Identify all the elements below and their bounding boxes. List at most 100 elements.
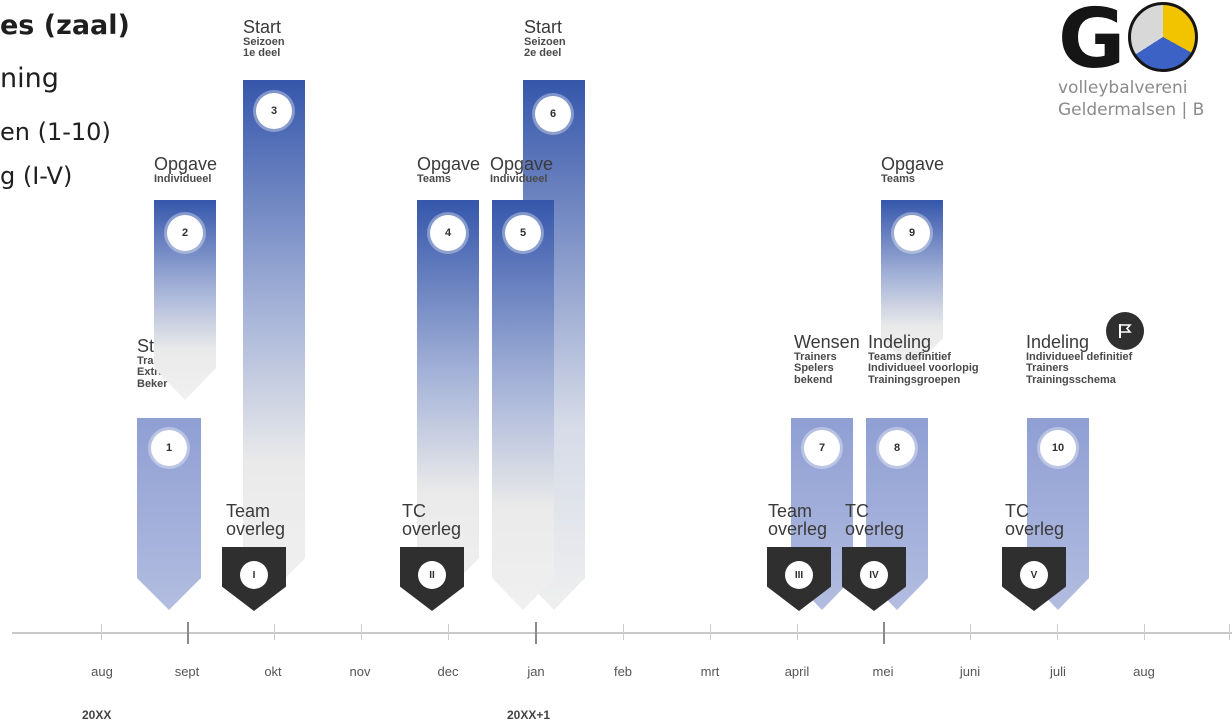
axis-tick [1144, 624, 1145, 640]
bar-3-line-1: Seizoen [243, 35, 285, 48]
bar-5-line-1: Individueel [490, 172, 548, 185]
meeting-4-line-2: overleg [845, 519, 905, 539]
month-label-dec: dec [437, 664, 459, 679]
bar-7-line-3: bekend [794, 373, 833, 386]
step-number-6: 6 [535, 96, 571, 132]
month-label-april: april [784, 664, 810, 679]
axis-tick [797, 624, 798, 640]
axis-tick [710, 624, 711, 640]
meeting-2-label: TC overleg [402, 502, 461, 538]
meeting-5-line-2: overleg [1005, 519, 1065, 539]
logo-subtitle-2: Geldermalsen | B [1058, 100, 1205, 120]
month-label-okt: okt [264, 664, 282, 679]
timeline-bar-3 [243, 80, 305, 590]
title-line-1: es (zaal) [0, 10, 130, 41]
bar-9-line-1: Teams [881, 172, 916, 185]
bar-3-heading: Start [243, 17, 282, 37]
month-label-mei: mei [872, 664, 894, 679]
bar-1-line-3: Beker [137, 377, 168, 390]
meeting-2-line-2: overleg [402, 519, 462, 539]
month-label-aug-2: aug [1133, 664, 1155, 679]
month-label-juni: juni [959, 664, 981, 679]
meeting-number-2: II [418, 561, 446, 589]
bar-8-heading: Indeling [868, 332, 932, 352]
axis-tick-major [187, 622, 189, 644]
title-line-4: g (I-V) [0, 162, 73, 190]
meeting-number-1: I [240, 561, 268, 589]
step-number-10: 10 [1040, 430, 1076, 466]
meeting-shield-1: I [222, 547, 286, 611]
step-number-1: 1 [151, 430, 187, 466]
axis-tick [101, 624, 102, 640]
bar-6-line-2: 2e deel [524, 47, 562, 60]
step-number-9: 9 [894, 215, 930, 251]
bar-10-line-1: Individueel definitief [1026, 350, 1133, 363]
bar-7-heading: Wensen [794, 332, 860, 352]
bar-4-line-1: Teams [417, 172, 452, 185]
title-line-3: en (1-10) [0, 118, 111, 146]
axis-tick [274, 624, 275, 640]
meeting-5-line-1: TC [1005, 501, 1029, 521]
axis-tick-major [535, 622, 537, 644]
step-number-7: 7 [804, 430, 840, 466]
bar-4-label: Opgave Teams [417, 155, 480, 185]
bar-10-label: Indeling Individueel definitief Trainers… [1026, 333, 1132, 387]
bar-7-line-1: Trainers [794, 350, 837, 363]
axis-tick [970, 624, 971, 640]
bar-10-heading: Indeling [1026, 332, 1090, 352]
meeting-5-label: TC overleg [1005, 502, 1064, 538]
axis-tick [1229, 624, 1230, 640]
bar-5-label: Opgave Individueel [490, 155, 553, 185]
meeting-1-line-2: overleg [226, 519, 286, 539]
step-number-5: 5 [505, 215, 541, 251]
year-label-next: 20XX+1 [507, 708, 551, 722]
bar-9-label: Opgave Teams [881, 155, 944, 185]
bar-9-heading: Opgave [881, 154, 945, 174]
title-line-2: ning [0, 63, 59, 94]
meeting-4-label: TC overleg [845, 502, 904, 538]
axis-tick [1057, 624, 1058, 640]
timeline-axis [12, 632, 1232, 634]
step-number-3: 3 [256, 93, 292, 129]
axis-tick [361, 624, 362, 640]
meeting-number-5: V [1020, 561, 1048, 589]
meeting-3-line-1: Team [768, 501, 813, 521]
timeline-bar-4 [417, 200, 479, 590]
month-label-juli: juli [1050, 664, 1066, 679]
bar-6-label: Start Seizoen 2e deel [524, 18, 566, 60]
year-label-start: 20XX [82, 708, 112, 722]
bar-8-label: Indeling Teams definitief Individueel vo… [868, 333, 979, 387]
meeting-3-line-2: overleg [768, 519, 828, 539]
bar-10-line-3: Trainingsschema [1026, 373, 1116, 386]
month-label-mrt: mrt [700, 664, 720, 679]
bar-10-line-2: Trainers [1026, 362, 1069, 375]
bar-2-heading: Opgave [154, 154, 218, 174]
month-label-sept: sept [174, 664, 200, 679]
volleyball-icon [1128, 2, 1198, 72]
meeting-shield-2: II [400, 547, 464, 611]
month-label-aug: aug [91, 664, 113, 679]
step-number-4: 4 [430, 215, 466, 251]
meeting-3-label: Team overleg [768, 502, 827, 538]
bar-7-label: Wensen Trainers Spelers bekend [794, 333, 860, 387]
bar-5-heading: Opgave [490, 154, 554, 174]
timeline-bar-5 [492, 200, 554, 610]
step-number-2: 2 [167, 215, 203, 251]
bar-7-line-2: Spelers [794, 362, 834, 375]
meeting-1-label: Team overleg [226, 502, 285, 538]
meeting-number-4: IV [860, 561, 888, 589]
month-label-nov: nov [349, 664, 371, 679]
axis-tick [623, 624, 624, 640]
axis-tick-major [883, 622, 885, 644]
bar-2-label: Opgave Individueel [154, 155, 217, 185]
bar-8-line-1: Teams definitief [868, 350, 951, 363]
bar-3-line-2: 1e deel [243, 47, 281, 60]
bar-8-line-3: Trainingsgroepen [868, 373, 961, 386]
flag-icon [1106, 312, 1144, 350]
meeting-4-line-1: TC [845, 501, 869, 521]
month-label-feb: feb [613, 664, 633, 679]
logo-subtitle-1: volleybalvereni [1058, 78, 1188, 98]
bar-3-label: Start Seizoen 1e deel [243, 18, 285, 60]
meeting-1-line-1: Team [226, 501, 271, 521]
meeting-2-line-1: TC [402, 501, 426, 521]
